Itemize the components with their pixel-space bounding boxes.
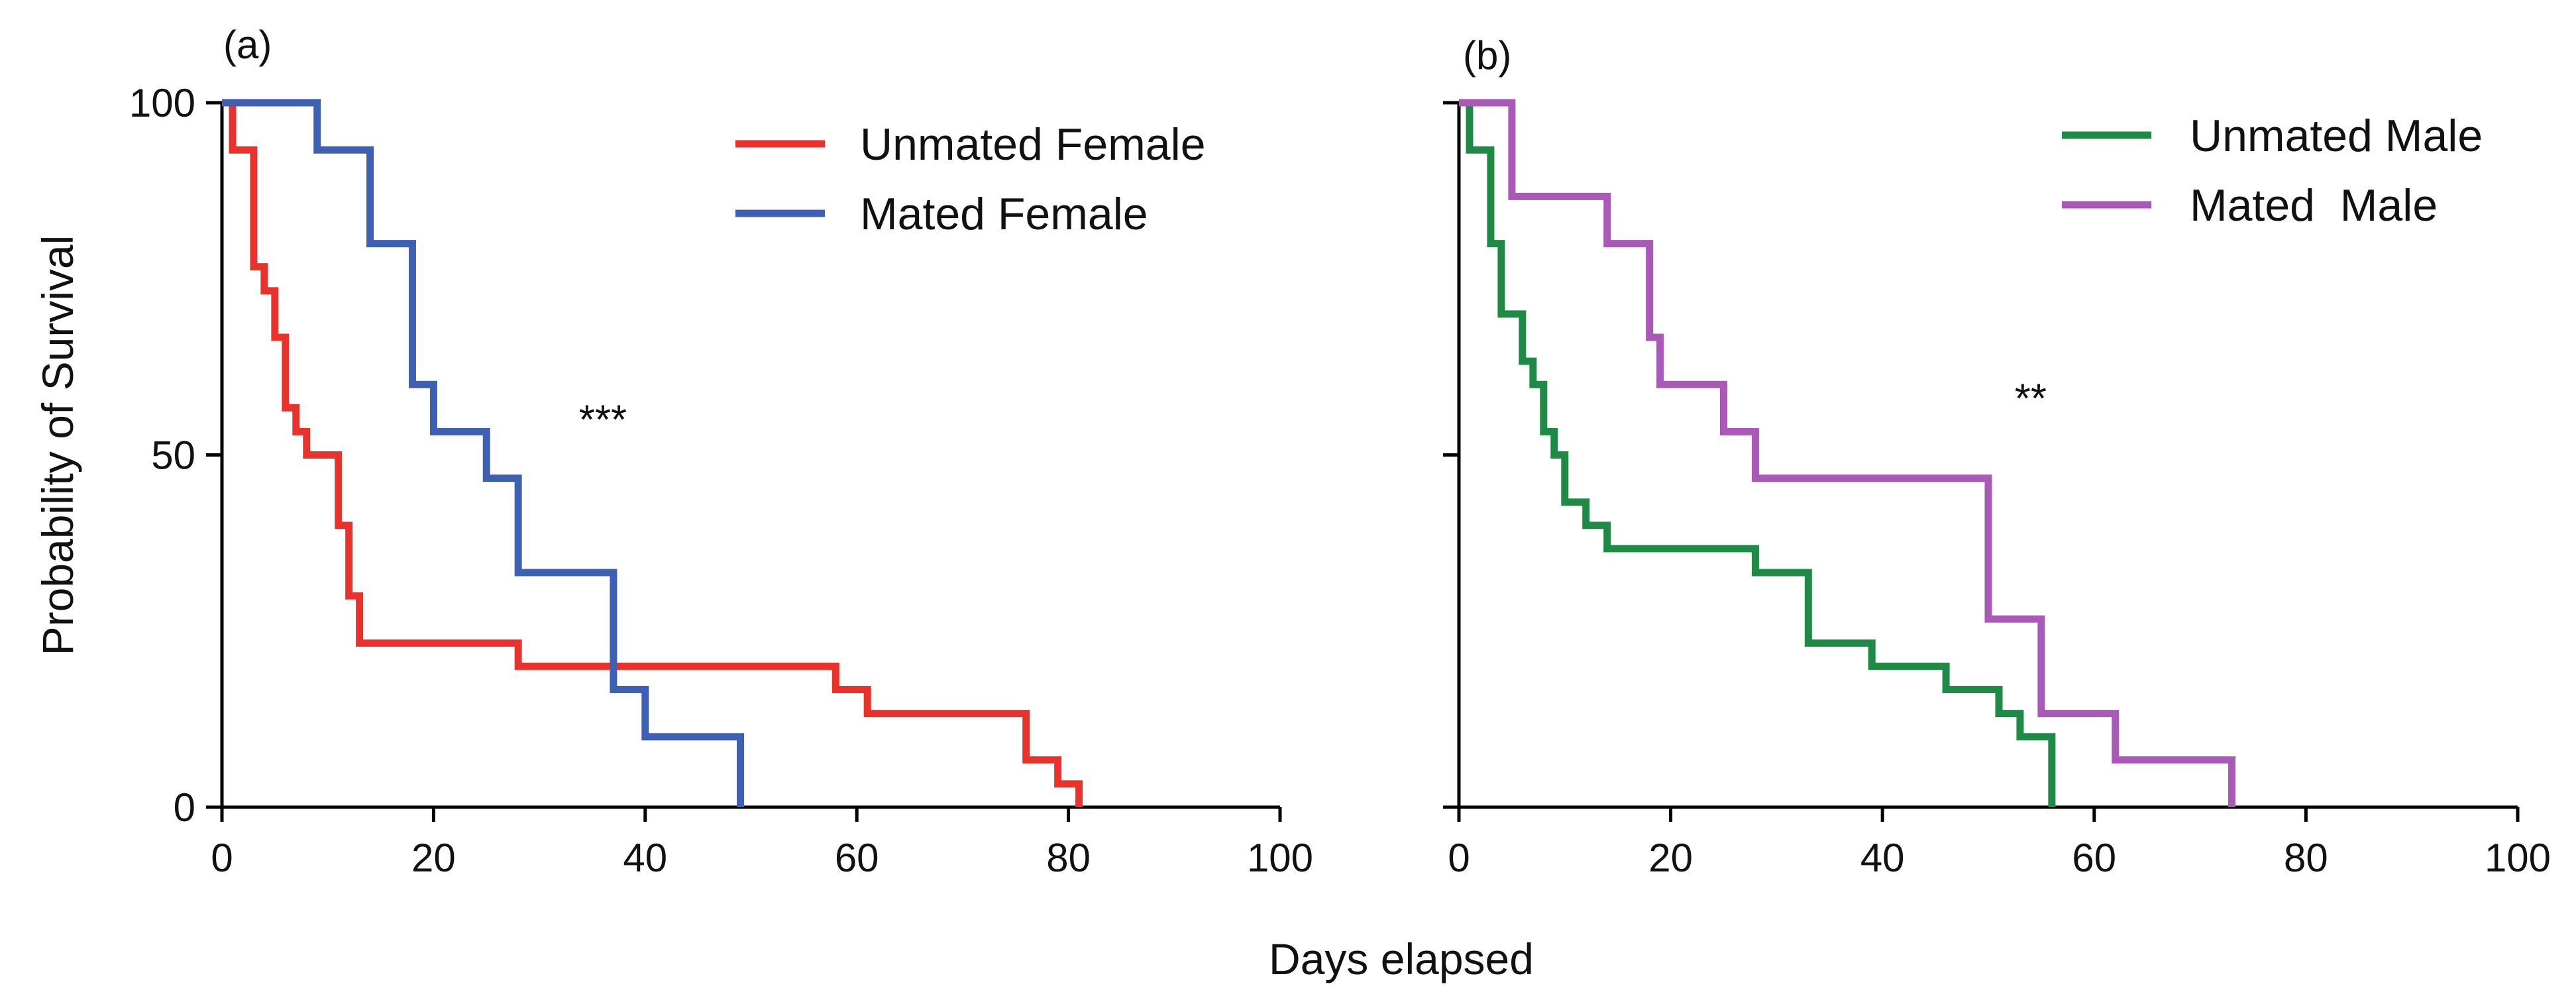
panel-a-x-tick-label: 100 [1247, 836, 1313, 880]
panel-b-curve-mated-male [1459, 99, 2236, 807]
panel-a-unmated-vs-mated-female: (a) 0 20 40 60 80 100 0 50 100 *** Unmated Femal… [129, 23, 1313, 880]
panel-a-x-tick-label: 20 [411, 836, 456, 880]
panel-b-curve-unmated-male [1459, 99, 2056, 807]
panel-b-legend: Unmated Male Mated Male [2062, 111, 2483, 231]
panel-b-label: (b) [1463, 33, 1511, 78]
panel-a-curve-mated-female [222, 99, 745, 807]
panel-a-x-tick-label: 60 [835, 836, 879, 880]
panel-a-legend-label-unmated-female: Unmated Female [860, 119, 1206, 170]
panel-b-x-tick-label: 0 [1448, 836, 1470, 880]
panel-b-legend-label-unmated-male: Unmated Male [2190, 111, 2483, 161]
panel-a-legend: Unmated Female Mated Female [735, 119, 1206, 239]
panel-a-y-tick-label: 50 [151, 433, 195, 478]
panel-b-x-tick-label: 100 [2485, 836, 2551, 880]
panel-b-legend-label-mated-male: Mated Male [2190, 180, 2438, 231]
panel-a-curve-unmated-female [222, 99, 1083, 807]
panel-b-axes: 0 20 40 60 80 100 [1443, 101, 2551, 880]
panel-b-x-tick-label: 40 [1860, 836, 1905, 880]
panel-b-curves [1459, 99, 2236, 807]
panel-b-significance: ** [2015, 376, 2047, 422]
panel-a-axes: 0 20 40 60 80 100 0 50 100 [129, 81, 1313, 880]
panel-a-curves [222, 99, 1083, 807]
panel-a-x-tick-label: 0 [211, 836, 233, 880]
panel-b-x-tick-label: 20 [1648, 836, 1693, 880]
x-axis-title: Days elapsed [1269, 934, 1534, 983]
panel-b-x-tick-label: 60 [2072, 836, 2116, 880]
panel-a-legend-label-mated-female: Mated Female [860, 189, 1148, 239]
panel-a-x-tick-label: 40 [623, 836, 667, 880]
panel-a-label: (a) [223, 23, 272, 67]
panel-b-unmated-vs-mated-male: (b) 0 20 40 60 80 100 ** Unmated Male Mated Ma… [1443, 33, 2551, 880]
panel-b-x-tick-label: 80 [2284, 836, 2328, 880]
panel-a-significance: *** [579, 398, 627, 443]
panel-a-y-tick-label: 100 [129, 81, 195, 125]
panel-a-x-tick-label: 80 [1046, 836, 1091, 880]
panel-a-y-tick-label: 0 [174, 785, 195, 830]
y-axis-title: Probability of Survival [33, 235, 82, 656]
